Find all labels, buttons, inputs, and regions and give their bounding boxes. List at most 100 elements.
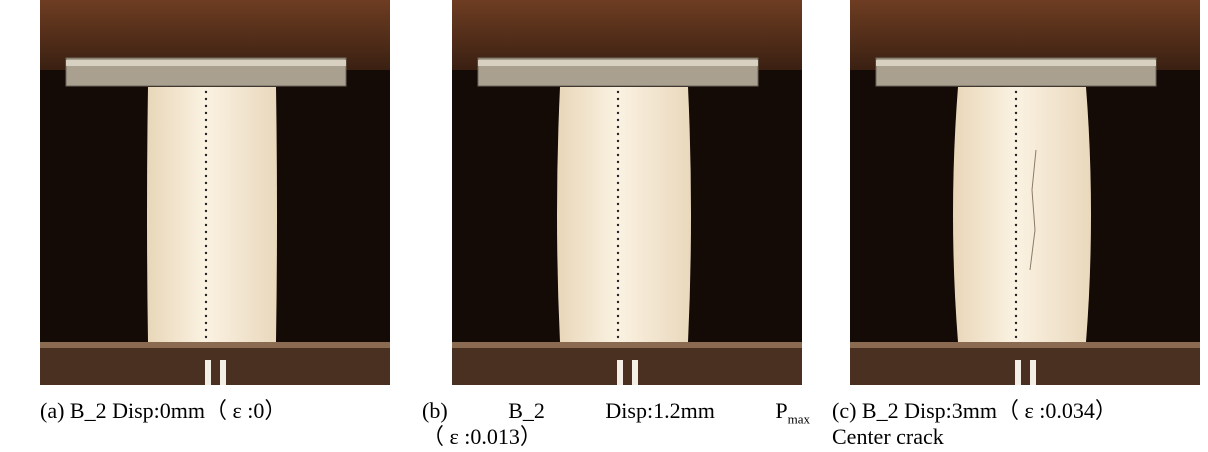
- marker-dot: [1015, 112, 1017, 114]
- caption-c-line2: Center crack: [832, 424, 944, 450]
- figure: (a) B_2 Disp:0mm（ ε :0） (b) B_2 Disp:1.2…: [0, 0, 1208, 452]
- marker-dot: [205, 168, 207, 170]
- marker-dot: [1015, 273, 1017, 275]
- panel-label: (a): [40, 398, 64, 423]
- marker-dot: [617, 322, 619, 324]
- marker-dot: [617, 168, 619, 170]
- marker-dot: [205, 280, 207, 282]
- marker-dot: [617, 238, 619, 240]
- marker-dot: [617, 210, 619, 212]
- marker-dot: [617, 329, 619, 331]
- marker-dot: [205, 175, 207, 177]
- marker-dot: [617, 175, 619, 177]
- caption-a: (a) B_2 Disp:0mm（ ε :0）: [40, 398, 286, 424]
- specimen: [147, 87, 277, 342]
- panel-label: (c): [832, 398, 856, 423]
- marker-dot: [1015, 287, 1017, 289]
- marker-dot: [205, 245, 207, 247]
- marker-dot: [1015, 231, 1017, 233]
- marker-dot: [617, 294, 619, 296]
- marker-dot: [205, 119, 207, 121]
- marker-dot: [1015, 259, 1017, 261]
- marker-dot: [1015, 315, 1017, 317]
- marker-dot: [1015, 294, 1017, 296]
- marker-dot: [1015, 126, 1017, 128]
- marker-dot: [617, 252, 619, 254]
- photo-c: [850, 0, 1200, 385]
- marker-dot: [205, 329, 207, 331]
- marker-dot: [205, 210, 207, 212]
- caption-text: Disp:1.2mm: [605, 398, 714, 432]
- marker-dot: [617, 266, 619, 268]
- light: [617, 360, 623, 385]
- marker-dot: [205, 133, 207, 135]
- marker-dot: [205, 196, 207, 198]
- marker-dot: [617, 140, 619, 142]
- marker-dot: [1015, 182, 1017, 184]
- marker-dot: [617, 287, 619, 289]
- light: [632, 360, 638, 385]
- marker-dot: [617, 231, 619, 233]
- marker-dot: [205, 182, 207, 184]
- marker-dot: [1015, 175, 1017, 177]
- caption-text: B_2 Disp:0mm（ ε :0）: [70, 398, 286, 423]
- specimen: [557, 87, 691, 342]
- marker-dot: [617, 336, 619, 338]
- light: [1015, 360, 1021, 385]
- marker-dot: [1015, 217, 1017, 219]
- symbol-subscript: max: [788, 411, 810, 426]
- marker-dot: [1015, 322, 1017, 324]
- marker-dot: [617, 126, 619, 128]
- marker-dot: [617, 105, 619, 107]
- marker-dot: [1015, 119, 1017, 121]
- marker-dot: [617, 301, 619, 303]
- marker-dot: [1015, 98, 1017, 100]
- marker-dot: [1015, 105, 1017, 107]
- marker-dot: [617, 91, 619, 93]
- marker-dot: [205, 189, 207, 191]
- marker-dot: [1015, 280, 1017, 282]
- marker-dot: [205, 203, 207, 205]
- light: [1030, 360, 1036, 385]
- marker-dot: [617, 273, 619, 275]
- marker-dot: [205, 266, 207, 268]
- marker-dot: [205, 231, 207, 233]
- marker-dot: [205, 336, 207, 338]
- marker-dot: [617, 280, 619, 282]
- marker-dot: [205, 140, 207, 142]
- bottom-edge: [452, 342, 802, 348]
- marker-dot: [205, 126, 207, 128]
- marker-dot: [1015, 266, 1017, 268]
- marker-dot: [205, 161, 207, 163]
- marker-dot: [205, 105, 207, 107]
- bottom-plate: [850, 342, 1200, 385]
- marker-dot: [617, 189, 619, 191]
- marker-dot: [617, 161, 619, 163]
- marker-dot: [1015, 336, 1017, 338]
- marker-dot: [617, 98, 619, 100]
- marker-dot: [1015, 154, 1017, 156]
- marker-dot: [205, 308, 207, 310]
- marker-dot: [205, 154, 207, 156]
- marker-dot: [205, 252, 207, 254]
- bottom-edge: [850, 342, 1200, 348]
- marker-dot: [1015, 203, 1017, 205]
- light: [205, 360, 211, 385]
- bottom-plate: [40, 342, 390, 385]
- marker-dot: [205, 301, 207, 303]
- marker-dot: [1015, 329, 1017, 331]
- plate-highlight: [478, 60, 758, 66]
- marker-dot: [205, 238, 207, 240]
- plate-highlight: [66, 60, 346, 66]
- marker-dot: [617, 224, 619, 226]
- caption-c: (c) B_2 Disp:3mm（ ε :0.034）: [832, 398, 1117, 424]
- marker-dot: [1015, 168, 1017, 170]
- marker-dot: [617, 147, 619, 149]
- marker-dot: [617, 182, 619, 184]
- marker-dot: [1015, 301, 1017, 303]
- marker-dot: [617, 154, 619, 156]
- marker-dot: [617, 259, 619, 261]
- marker-dot: [205, 147, 207, 149]
- marker-dot: [1015, 245, 1017, 247]
- marker-dot: [205, 322, 207, 324]
